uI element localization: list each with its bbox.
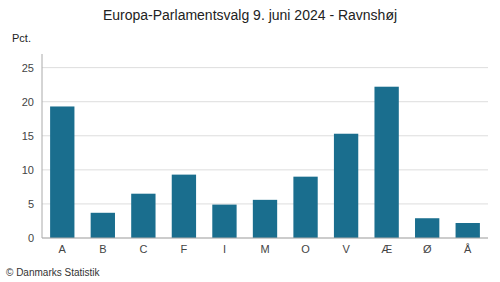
grid-line [42,67,488,68]
x-tick-label: F [181,243,188,255]
y-tick-label: 20 [22,96,34,108]
bar [334,134,358,238]
y-axis-line [42,54,43,238]
y-tick-label: 15 [22,130,34,142]
grid [42,68,488,238]
grid-line [42,238,488,239]
bar [293,177,317,238]
x-tick-label: B [99,243,106,255]
bar [415,218,439,238]
x-tick-label: Ø [423,243,432,255]
title: Europa-Parlamentsvalg 9. juni 2024 - Rav… [103,7,397,23]
y-tick-label: 25 [22,62,34,74]
grid-line [42,169,488,170]
y-tick-label: 5 [28,198,34,210]
x-axis-line [42,238,488,239]
bar [253,200,277,238]
grid-line [42,135,488,136]
bar [91,213,115,238]
x-tick-label: V [342,243,350,255]
y-tick-label: 10 [22,164,34,176]
footer: © Danmarks Statistik [6,267,101,278]
chart-container: Europa-Parlamentsvalg 9. juni 2024 - Rav… [0,0,500,282]
bar [374,87,398,238]
x-tick-label: M [260,243,269,255]
y-axis-label: Pct. [12,32,31,44]
bar [50,106,74,238]
bars [50,87,480,238]
x-tick-label: Æ [381,243,392,255]
grid-line [42,101,488,102]
bar [456,223,480,238]
x-tick-label: Å [464,243,472,255]
bar [131,194,155,238]
x-tick-label: C [139,243,147,255]
y-tick-label: 0 [28,232,34,244]
bar [212,205,236,238]
x-tick-label: I [223,243,226,255]
x-tick-label: O [301,243,310,255]
bar [172,175,196,238]
chart-svg: Europa-Parlamentsvalg 9. juni 2024 - Rav… [0,0,500,282]
x-tick-label: A [59,243,67,255]
